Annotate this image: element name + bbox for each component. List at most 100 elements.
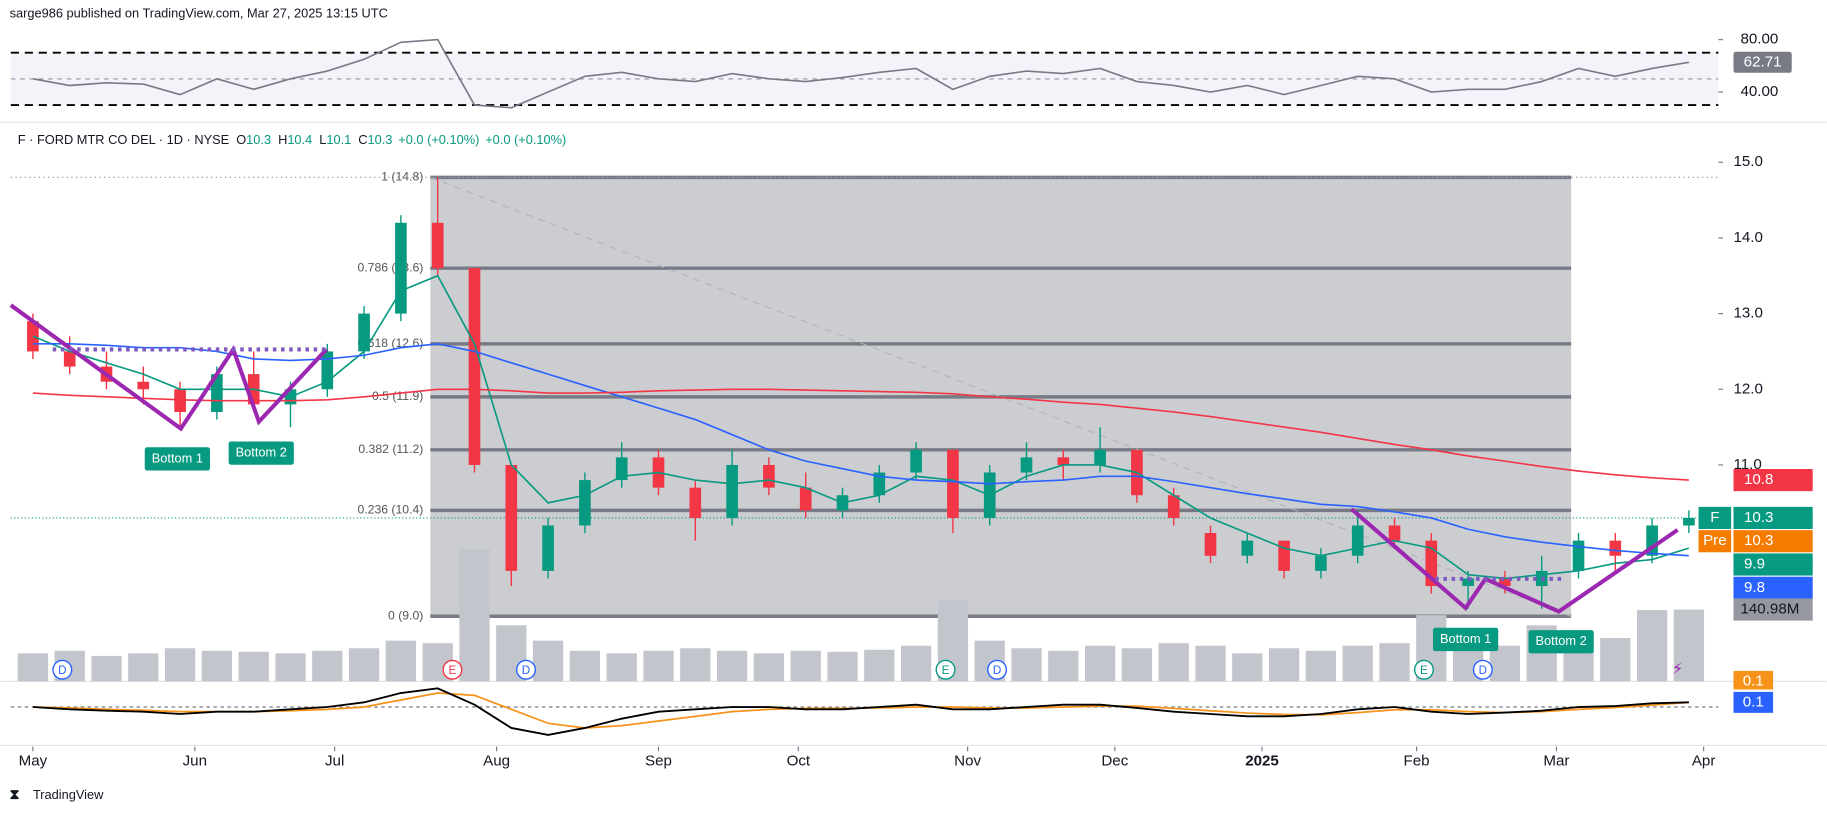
volume-bar <box>1268 648 1300 682</box>
volume-tag: 140.98M <box>1740 601 1799 618</box>
candle-body <box>137 381 150 390</box>
moving-average <box>32 343 1689 557</box>
volume-tag-box <box>1733 598 1813 621</box>
event-label: D <box>993 664 1001 677</box>
volume-bar <box>1048 650 1079 682</box>
pattern-label: Bottom 1 <box>152 450 203 465</box>
price-tag-box <box>1733 530 1813 553</box>
candle-body <box>1351 525 1364 556</box>
legend-value: 10.3 <box>246 132 271 147</box>
legend-symbol: F · FORD MTR CO DEL · 1D · NYSE <box>18 132 229 147</box>
candle-body <box>542 525 554 571</box>
volume-bar <box>275 653 306 682</box>
macd-tag: 0.1 <box>1743 693 1764 710</box>
event-label: E <box>942 664 950 677</box>
volume-bar <box>1673 609 1705 682</box>
y-tick-label: 15.0 <box>1733 153 1762 170</box>
candle-body <box>1572 540 1585 571</box>
candle-body <box>358 313 370 352</box>
volume-bar <box>1636 610 1668 682</box>
event-label: D <box>522 664 530 677</box>
price-tag: 10.3 <box>1744 532 1773 549</box>
candle-body <box>1241 540 1254 556</box>
candle-body <box>799 487 812 511</box>
candle-body <box>1462 578 1474 587</box>
price-tag-box <box>1733 469 1813 492</box>
event-marker <box>442 659 463 680</box>
event-marker <box>516 659 537 680</box>
fib-label: 0.236 (10.4) <box>357 503 423 517</box>
volume-bar <box>532 640 564 682</box>
pattern-label-box <box>228 441 294 465</box>
x-tick-label: Apr <box>1692 753 1716 770</box>
candle-body <box>1425 540 1438 587</box>
x-tick-label: Mar <box>1543 753 1569 770</box>
candle-body <box>1020 457 1033 473</box>
x-tick-label: Jun <box>183 753 207 770</box>
legend-value: 10.4 <box>287 132 312 147</box>
y-tick-label: 12.0 <box>1733 380 1762 397</box>
legend-change: +0.0 (+0.10%) <box>398 132 479 147</box>
pattern-label: Bottom 2 <box>1535 633 1586 648</box>
volume-bar <box>1379 643 1410 682</box>
moving-average <box>32 274 1690 580</box>
volume-bar <box>1121 648 1153 682</box>
fib-label: 0.786 (13.6) <box>357 260 423 274</box>
volume-bar <box>900 645 932 682</box>
pattern-label-box <box>144 447 210 471</box>
moving-average <box>32 388 1689 481</box>
volume-bar <box>1011 648 1042 682</box>
price-tag-key: Pre <box>1703 532 1727 549</box>
event-label: D <box>1479 664 1487 677</box>
x-tick-label: Jul <box>325 753 344 770</box>
price-tag-box <box>1733 506 1813 529</box>
volume-bar <box>91 655 122 682</box>
volume-bar <box>1158 643 1189 682</box>
event-marker <box>52 659 73 680</box>
rsi-line <box>32 38 1690 109</box>
candle-body <box>1683 517 1695 526</box>
candle-body <box>1204 533 1217 556</box>
x-tick-label: May <box>19 753 48 770</box>
y-tick-label: 13.0 <box>1733 305 1762 322</box>
candle-body <box>1094 449 1106 465</box>
event-marker <box>1413 659 1434 680</box>
candle-body <box>1278 540 1290 571</box>
candle-body <box>211 374 223 412</box>
header: sarge986 published on TradingView.com, M… <box>10 5 388 20</box>
candle-body <box>1646 525 1658 556</box>
volume-bar <box>1600 638 1631 682</box>
x-tick-label: 2025 <box>1245 753 1279 770</box>
volume-bar <box>753 653 785 682</box>
macd-signal-tag: 0.1 <box>1743 672 1764 689</box>
candle-body <box>689 487 702 518</box>
volume-bar <box>1195 645 1226 682</box>
y-tick-label: 14.0 <box>1733 229 1762 246</box>
event-marker <box>935 659 956 680</box>
footer: TradingView <box>33 787 104 802</box>
candle-body <box>726 464 738 518</box>
pattern-label: Bottom 1 <box>1440 631 1491 646</box>
volume-bar <box>606 653 637 682</box>
legend-key: C <box>358 132 367 147</box>
pattern-label-box <box>1528 630 1594 654</box>
volume-bar <box>1489 645 1521 682</box>
event-marker <box>1472 659 1493 680</box>
x-tick-label: Aug <box>483 753 510 770</box>
x-tick-label: Nov <box>954 753 981 770</box>
candle-body <box>873 472 886 496</box>
pattern-label-box <box>1432 627 1499 652</box>
candle-body <box>27 321 39 352</box>
event-label: D <box>58 664 66 677</box>
rsi-tick-label: 40.00 <box>1740 83 1778 100</box>
volume-bar <box>17 653 49 682</box>
candle-body <box>763 464 775 488</box>
volume-bar <box>128 653 159 682</box>
candle-body <box>615 457 628 481</box>
candle-body <box>63 351 76 367</box>
price-tag: 9.9 <box>1744 556 1765 573</box>
volume-bar <box>201 650 233 682</box>
volume-bar <box>716 650 748 682</box>
x-tick-label: Sep <box>645 753 672 770</box>
